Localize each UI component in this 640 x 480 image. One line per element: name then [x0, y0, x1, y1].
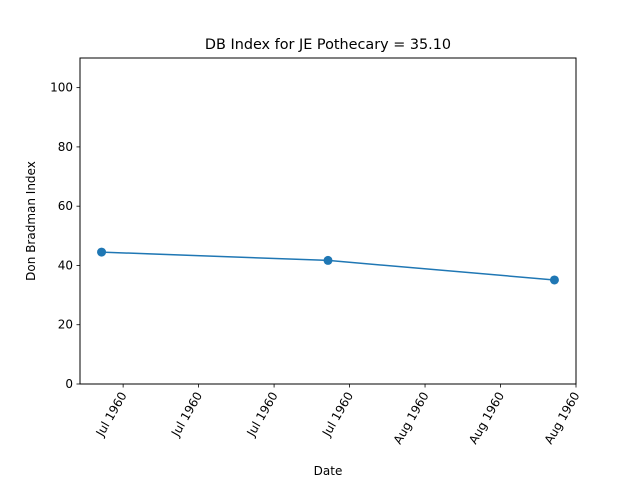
- x-tick-label: Jul 1960: [244, 390, 281, 440]
- plot-area: 0 20 40 60 80 100 Jul 1960 Jul 1960 Jul 1960 Jul …: [50, 81, 583, 447]
- data-point: [549, 275, 559, 285]
- x-tick-label: Jul 1960: [93, 390, 130, 440]
- x-tick-label: Jul 1960: [168, 390, 205, 440]
- data-point: [97, 247, 107, 257]
- y-tick-label: 60: [58, 199, 73, 213]
- x-tick-label: Jul 1960: [319, 390, 356, 440]
- y-tick-label: 80: [58, 140, 73, 154]
- x-axis-label: Date: [314, 464, 343, 478]
- axes-frame: [79, 57, 577, 385]
- chart-title: DB Index for JE Pothecary = 35.10: [205, 37, 451, 53]
- data-point: [323, 255, 333, 265]
- y-axis-label: Don Bradman Index: [24, 161, 38, 281]
- y-tick-label: 40: [58, 258, 73, 272]
- y-tick-label: 0: [65, 377, 73, 391]
- y-tick-label: 20: [58, 318, 73, 332]
- x-tick-label: Aug 1960: [466, 390, 507, 447]
- x-tick-label: Aug 1960: [391, 390, 432, 447]
- y-tick-label: 100: [50, 81, 73, 95]
- x-tick-label: Aug 1960: [542, 390, 583, 447]
